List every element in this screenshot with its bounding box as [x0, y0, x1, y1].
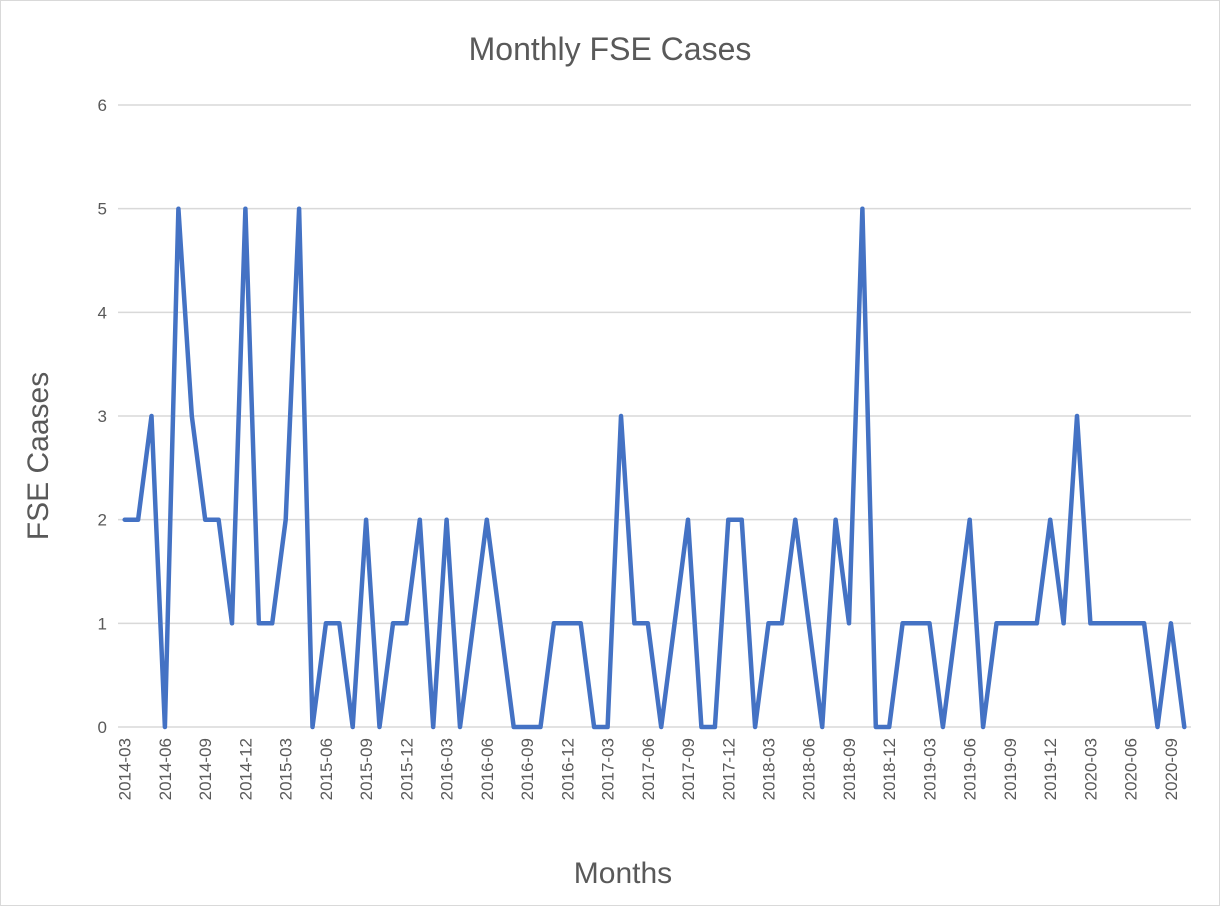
- y-axis-title: FSE Caases: [22, 372, 55, 540]
- x-tick-label: 2015-12: [397, 738, 416, 800]
- y-tick-label: 0: [98, 718, 107, 737]
- x-tick-label: 2017-03: [599, 738, 618, 800]
- x-tick-label: 2016-12: [558, 738, 577, 800]
- x-tick-label: 2018-03: [760, 738, 779, 800]
- x-tick-label: 2014-12: [236, 738, 255, 800]
- x-tick-label: 2019-09: [1001, 738, 1020, 800]
- x-tick-label: 2016-09: [518, 738, 537, 800]
- gridlines: [118, 105, 1191, 727]
- y-axis-ticks: 0 1 2 3 4 5 6: [98, 96, 107, 737]
- y-tick-label: 3: [98, 407, 107, 426]
- y-tick-label: 1: [98, 614, 107, 633]
- x-axis-title: Months: [574, 857, 672, 890]
- x-tick-label: 2018-06: [800, 738, 819, 800]
- x-tick-label: 2019-03: [920, 738, 939, 800]
- series-group: [125, 209, 1185, 728]
- x-tick-label: 2019-06: [961, 738, 980, 800]
- x-tick-label: 2016-06: [478, 738, 497, 800]
- y-tick-label: 5: [98, 200, 107, 219]
- x-tick-label: 2020-06: [1122, 738, 1141, 800]
- x-axis-ticks: 2014-03 2014-06 2014-09 2014-12 2015-03 2015-…: [116, 738, 1181, 800]
- x-tick-label: 2017-06: [639, 738, 658, 800]
- series-line: [125, 209, 1185, 727]
- x-tick-label: 2015-09: [357, 738, 376, 800]
- x-tick-label: 2017-09: [679, 738, 698, 800]
- x-tick-label: 2020-03: [1081, 738, 1100, 800]
- x-tick-label: 2015-06: [317, 738, 336, 800]
- x-tick-label: 2014-06: [156, 738, 175, 800]
- x-tick-label: 2015-03: [277, 738, 296, 800]
- y-tick-label: 4: [98, 303, 107, 322]
- y-tick-label: 6: [98, 96, 107, 115]
- y-tick-label: 2: [98, 511, 107, 530]
- x-tick-label: 2014-03: [116, 738, 135, 800]
- x-tick-label: 2020-09: [1162, 738, 1181, 800]
- x-tick-label: 2018-09: [840, 738, 859, 800]
- x-tick-label: 2018-12: [880, 738, 899, 800]
- x-tick-label: 2017-12: [719, 738, 738, 800]
- x-tick-label: 2019-12: [1041, 738, 1060, 800]
- chart-title: Monthly FSE Cases: [469, 31, 752, 67]
- x-tick-label: 2016-03: [438, 738, 457, 800]
- x-tick-label: 2014-09: [196, 738, 215, 800]
